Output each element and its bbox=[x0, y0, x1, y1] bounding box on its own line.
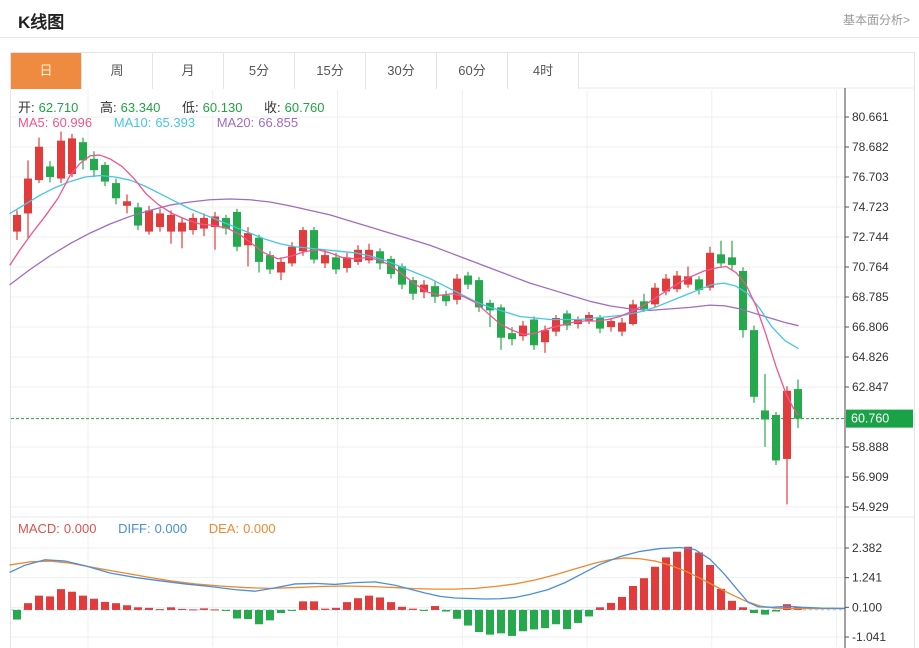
diff-label: DIFF: bbox=[118, 521, 151, 536]
open-label: 开: bbox=[18, 100, 35, 115]
tab-interval-3[interactable]: 5分 bbox=[224, 53, 295, 89]
high-label: 高: bbox=[100, 100, 117, 115]
tab-interval-6[interactable]: 60分 bbox=[437, 53, 508, 89]
page-title: K线图 bbox=[18, 13, 65, 32]
macd-row: MACD: 0.000 DIFF: 0.000 DEA: 0.000 bbox=[18, 521, 280, 536]
fundamental-analysis-link[interactable]: 基本面分析> bbox=[842, 13, 910, 27]
dea-value: 0.000 bbox=[243, 521, 276, 536]
interval-tabbar: 日周月 5分 15分 30分 60分 4时 bbox=[11, 53, 579, 89]
ohlc-row: 开: 62.710 高: 63.340 低: 60.130 收: 60.760 bbox=[18, 97, 328, 116]
tab-interval-1[interactable]: 周 bbox=[82, 53, 153, 89]
tab-interval-2[interactable]: 月 bbox=[153, 53, 224, 89]
tab-interval-4[interactable]: 15分 bbox=[295, 53, 366, 89]
ma-row: MA5: 60.996 MA10: 65.393 MA20: 66.855 bbox=[18, 115, 302, 130]
high-value: 63.340 bbox=[120, 100, 161, 115]
tab-interval-7[interactable]: 4时 bbox=[508, 53, 579, 89]
ma5-value: 60.996 bbox=[52, 115, 93, 130]
close-label: 收: bbox=[264, 100, 281, 115]
tab-interval-0[interactable]: 日 bbox=[11, 53, 82, 89]
open-value: 62.710 bbox=[38, 100, 79, 115]
ma10-label: MA10: bbox=[113, 115, 152, 130]
macd-label: MACD: bbox=[18, 521, 60, 536]
ma5-label: MA5: bbox=[18, 115, 49, 130]
ma20-value: 66.855 bbox=[258, 115, 299, 130]
macd-value: 0.000 bbox=[63, 521, 97, 536]
low-label: 低: bbox=[182, 100, 199, 115]
ma20-label: MA20: bbox=[216, 115, 255, 130]
low-value: 60.130 bbox=[202, 100, 243, 115]
tab-interval-5[interactable]: 30分 bbox=[366, 53, 437, 89]
chart-panel bbox=[10, 52, 915, 648]
close-value: 60.760 bbox=[284, 100, 325, 115]
dea-label: DEA: bbox=[208, 521, 240, 536]
ma10-value: 65.393 bbox=[155, 115, 196, 130]
page-header: K线图 基本面分析> bbox=[0, 0, 919, 38]
diff-value: 0.000 bbox=[154, 521, 188, 536]
